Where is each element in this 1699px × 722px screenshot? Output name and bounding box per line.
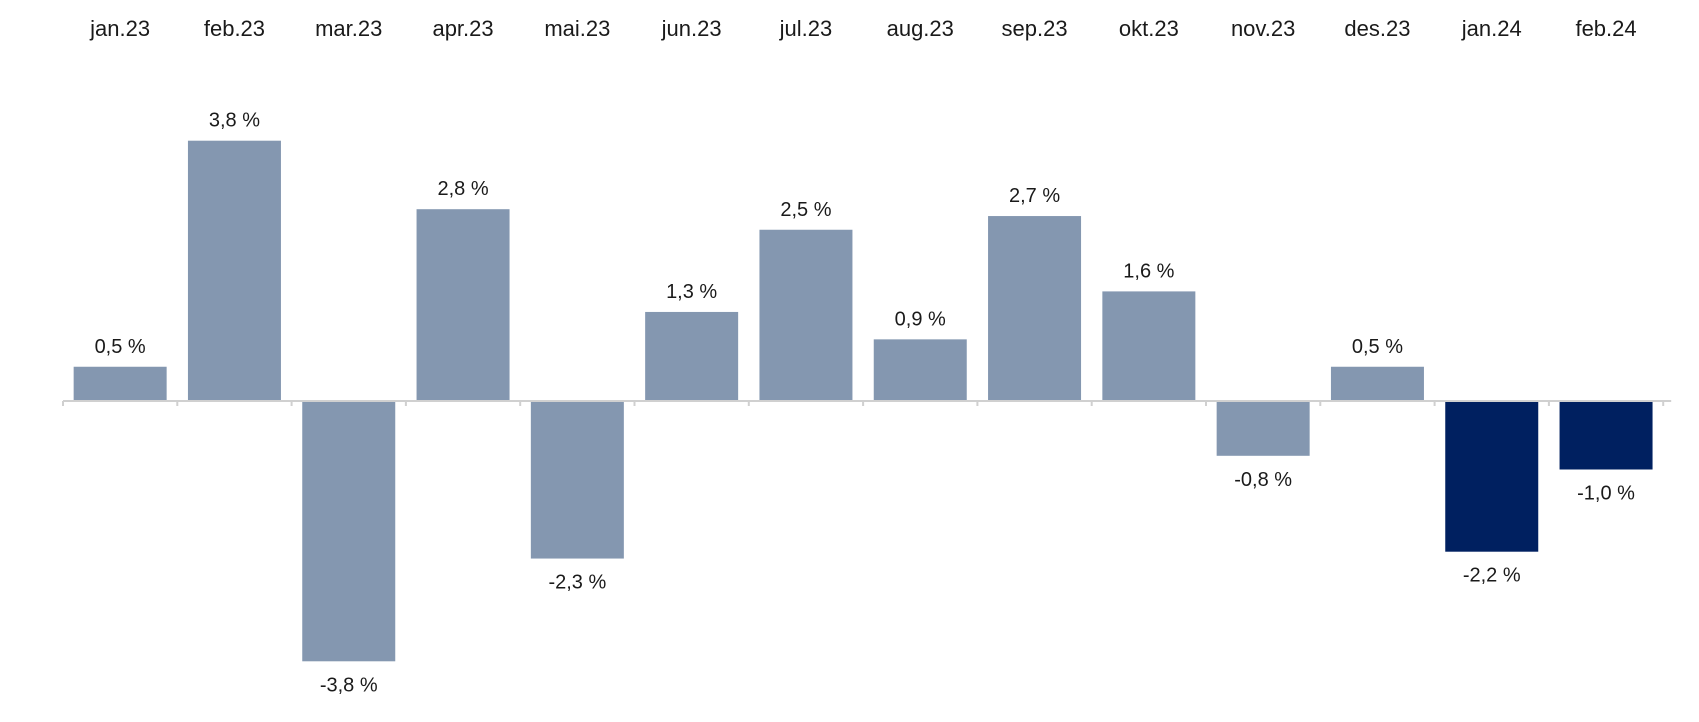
month-label-aug-23: aug.23: [887, 16, 954, 41]
month-labels: jan.23 feb.23 mar.23 apr.23 mai.23 jun.23 jul.…: [89, 16, 1636, 41]
bar-okt-23: [1102, 291, 1196, 401]
bar-jul-23: [759, 229, 853, 401]
value-label-jan-24: -2,2 %: [1463, 565, 1521, 587]
month-label-apr-23: apr.23: [432, 16, 493, 41]
month-label-feb-24: feb.24: [1575, 16, 1636, 41]
bar-jan-23: [73, 366, 167, 401]
value-label-nov-23: -0,8 %: [1234, 469, 1292, 491]
month-label-jan-24: jan.24: [1461, 16, 1522, 41]
value-label-apr-23: 2,8 %: [437, 178, 488, 200]
bar-apr-23: [416, 209, 510, 401]
month-label-nov-23: nov.23: [1231, 16, 1295, 41]
bar-mar-23: [302, 401, 396, 662]
bar-jun-23: [645, 311, 739, 401]
month-label-jul-23: jul.23: [779, 16, 833, 41]
bar-aug-23: [873, 339, 967, 401]
value-label-jan-23: 0,5 %: [95, 336, 146, 358]
value-label-mai-23: -2,3 %: [548, 572, 606, 594]
value-label-feb-23: 3,8 %: [209, 110, 260, 132]
bar-nov-23: [1216, 401, 1310, 456]
value-label-jun-23: 1,3 %: [666, 281, 717, 303]
value-labels: 0,5 % 3,8 % -3,8 % 2,8 % -2,3 % 1,3 % 2,5 % 0,9…: [95, 110, 1636, 697]
value-label-okt-23: 1,6 %: [1123, 260, 1174, 282]
bars: [73, 140, 1653, 662]
bar-feb-23: [187, 140, 281, 401]
value-label-sep-23: 2,7 %: [1009, 185, 1060, 207]
month-label-des-23: des.23: [1344, 16, 1410, 41]
month-label-jan-23: jan.23: [89, 16, 150, 41]
month-label-feb-23: feb.23: [204, 16, 265, 41]
bar-des-23: [1330, 366, 1424, 401]
month-label-okt-23: okt.23: [1119, 16, 1179, 41]
value-label-jul-23: 2,5 %: [780, 199, 831, 221]
bar-sep-23: [988, 216, 1082, 401]
month-label-jun-23: jun.23: [661, 16, 722, 41]
bar-jan-24: [1445, 401, 1539, 552]
bar-mai-23: [530, 401, 624, 559]
month-label-sep-23: sep.23: [1002, 16, 1068, 41]
value-label-feb-24: -1,0 %: [1577, 483, 1635, 505]
value-label-des-23: 0,5 %: [1352, 336, 1403, 358]
zero-axis: [62, 400, 1672, 406]
month-label-mar-23: mar.23: [315, 16, 382, 41]
month-label-mai-23: mai.23: [544, 16, 610, 41]
bar-feb-24: [1559, 401, 1653, 470]
value-label-mar-23: -3,8 %: [320, 674, 378, 696]
value-label-aug-23: 0,9 %: [895, 308, 946, 330]
